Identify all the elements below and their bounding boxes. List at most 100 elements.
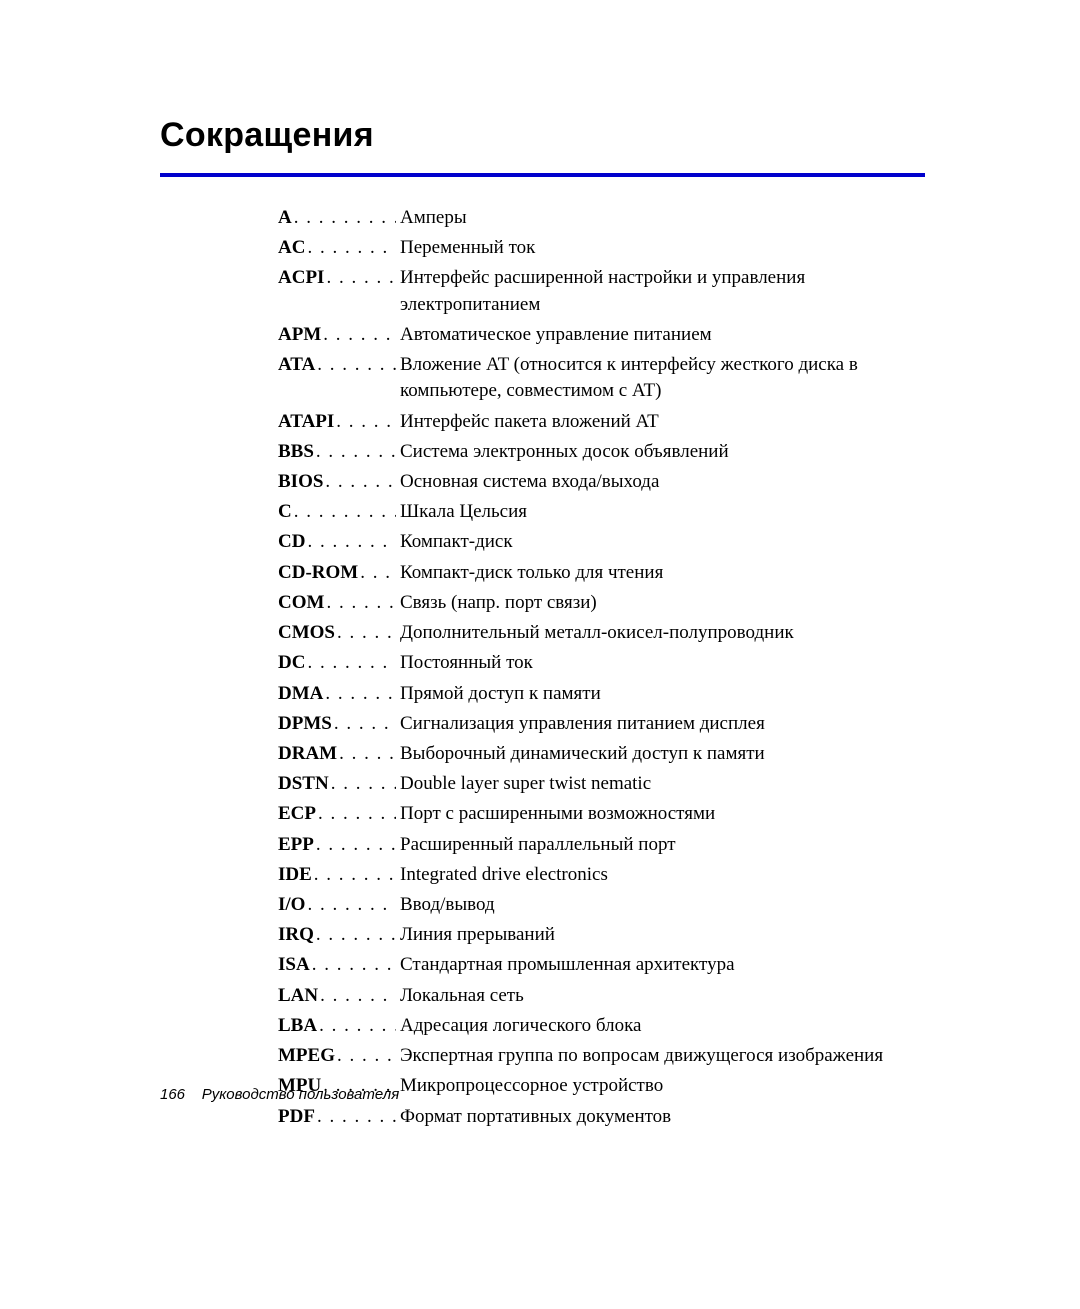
leader-dots: . . . . . . . . . . . . . . . . .	[329, 771, 396, 797]
glossary-term: I/O	[278, 892, 305, 918]
glossary-definition: Постоянный ток	[396, 650, 925, 676]
glossary-definition: Выборочный динамический доступ к памяти	[396, 741, 925, 767]
glossary-entry: MPEG . . . . . . . . . . . . . . . . .Эк…	[278, 1043, 925, 1069]
term-column: EPP . . . . . . . . . . . . . . . . .	[278, 832, 396, 858]
glossary-entry: DPMS . . . . . . . . . . . . . . . . .Си…	[278, 711, 925, 737]
glossary-entry: ECP . . . . . . . . . . . . . . . . .Пор…	[278, 801, 925, 827]
glossary-entry: ATA . . . . . . . . . . . . . . . . .Вло…	[278, 352, 925, 404]
glossary-term: COM	[278, 590, 324, 616]
glossary-term: BBS	[278, 439, 314, 465]
term-column: ATAPI . . . . . . . . . . . . . . . . .	[278, 409, 396, 435]
glossary-definition: Сигнализация управления питанием дисплея	[396, 711, 925, 737]
leader-dots: . . . . . . . . . . . . . . . . .	[332, 711, 396, 737]
glossary-definition: Линия прерываний	[396, 922, 925, 948]
leader-dots: . . . . . . . . . . . . . . . . .	[305, 650, 396, 676]
glossary-entry: DRAM . . . . . . . . . . . . . . . . .Вы…	[278, 741, 925, 767]
glossary-entry: BIOS . . . . . . . . . . . . . . . . .Ос…	[278, 469, 925, 495]
title-rule	[160, 173, 925, 177]
glossary-term: ATA	[278, 352, 315, 378]
glossary-entry: C . . . . . . . . . . . . . . . . .Шкала…	[278, 499, 925, 525]
page-footer: 166 Руководство пользователя	[160, 1086, 399, 1103]
leader-dots: . . . . . . . . . . . . . . . . .	[310, 952, 396, 978]
glossary-entry: A . . . . . . . . . . . . . . . . .Ампер…	[278, 205, 925, 231]
leader-dots: . . . . . . . . . . . . . . . . .	[318, 983, 396, 1009]
term-column: APM . . . . . . . . . . . . . . . . .	[278, 322, 396, 348]
glossary-entry: CD . . . . . . . . . . . . . . . . .Комп…	[278, 529, 925, 555]
leader-dots: . . . . . . . . . . . . . . . . .	[321, 322, 396, 348]
leader-dots: . . . . . . . . . . . . . . . . .	[305, 892, 396, 918]
glossary-term: DMA	[278, 681, 323, 707]
glossary-definition: Микропроцессорное устройство	[396, 1073, 925, 1099]
glossary-definition: Компакт-диск	[396, 529, 925, 555]
glossary-term: MPEG	[278, 1043, 335, 1069]
glossary-term: IDE	[278, 862, 312, 888]
term-column: ATA . . . . . . . . . . . . . . . . .	[278, 352, 396, 378]
leader-dots: . . . . . . . . . . . . . . . . .	[324, 590, 396, 616]
glossary-entry: IDE . . . . . . . . . . . . . . . . .Int…	[278, 862, 925, 888]
term-column: CD-ROM . . . . . . . . . . . . . . . . .	[278, 560, 396, 586]
glossary-entry: ACPI . . . . . . . . . . . . . . . . .Ин…	[278, 265, 925, 317]
page-number: 166	[160, 1086, 185, 1103]
glossary-term: PDF	[278, 1104, 315, 1130]
term-column: ISA . . . . . . . . . . . . . . . . .	[278, 952, 396, 978]
glossary-definition: Компакт-диск только для чтения	[396, 560, 925, 586]
footer-separator	[189, 1086, 197, 1103]
glossary-definition: Экспертная группа по вопросам движущегос…	[396, 1043, 925, 1069]
glossary-definition: Интерфейс пакета вложений AT	[396, 409, 925, 435]
leader-dots: . . . . . . . . . . . . . . . . .	[314, 922, 396, 948]
glossary-entry: APM . . . . . . . . . . . . . . . . .Авт…	[278, 322, 925, 348]
glossary-definition: Прямой доступ к памяти	[396, 681, 925, 707]
glossary-entry: EPP . . . . . . . . . . . . . . . . .Рас…	[278, 832, 925, 858]
glossary-definition: Локальная сеть	[396, 983, 925, 1009]
leader-dots: . . . . . . . . . . . . . . . . .	[337, 741, 396, 767]
glossary-entry: COM . . . . . . . . . . . . . . . . .Свя…	[278, 590, 925, 616]
leader-dots: . . . . . . . . . . . . . . . . .	[292, 499, 396, 525]
glossary-term: BIOS	[278, 469, 323, 495]
glossary-term: AC	[278, 235, 305, 261]
leader-dots: . . . . . . . . . . . . . . . . .	[335, 1043, 396, 1069]
glossary-term: ISA	[278, 952, 310, 978]
glossary-definition: Шкала Цельсия	[396, 499, 925, 525]
glossary-entry: IRQ . . . . . . . . . . . . . . . . .Лин…	[278, 922, 925, 948]
term-column: DRAM . . . . . . . . . . . . . . . . .	[278, 741, 396, 767]
term-column: DSTN . . . . . . . . . . . . . . . . .	[278, 771, 396, 797]
content-area: Сокращения A . . . . . . . . . . . . . .…	[0, 0, 1080, 1130]
term-column: MPEG . . . . . . . . . . . . . . . . .	[278, 1043, 396, 1069]
term-column: LBA . . . . . . . . . . . . . . . . .	[278, 1013, 396, 1039]
glossary-entry: LAN . . . . . . . . . . . . . . . . .Лок…	[278, 983, 925, 1009]
glossary-entry: CD-ROM . . . . . . . . . . . . . . . . .…	[278, 560, 925, 586]
glossary-term: IRQ	[278, 922, 314, 948]
glossary-definition: Double layer super twist nematic	[396, 771, 925, 797]
term-column: ECP . . . . . . . . . . . . . . . . .	[278, 801, 396, 827]
glossary-term: CD-ROM	[278, 560, 358, 586]
term-column: DMA . . . . . . . . . . . . . . . . .	[278, 681, 396, 707]
term-column: DC . . . . . . . . . . . . . . . . .	[278, 650, 396, 676]
glossary-term: LBA	[278, 1013, 317, 1039]
glossary-term: APM	[278, 322, 321, 348]
glossary-entry: ISA . . . . . . . . . . . . . . . . .Ста…	[278, 952, 925, 978]
glossary-definition: Расширенный параллельный порт	[396, 832, 925, 858]
glossary-term: LAN	[278, 983, 318, 1009]
term-column: IRQ . . . . . . . . . . . . . . . . .	[278, 922, 396, 948]
glossary-list: A . . . . . . . . . . . . . . . . .Ампер…	[278, 205, 925, 1130]
term-column: AC . . . . . . . . . . . . . . . . .	[278, 235, 396, 261]
glossary-definition: Амперы	[396, 205, 925, 231]
glossary-term: CD	[278, 529, 305, 555]
leader-dots: . . . . . . . . . . . . . . . . .	[323, 681, 396, 707]
glossary-definition: Порт с расширенными возможностями	[396, 801, 925, 827]
leader-dots: . . . . . . . . . . . . . . . . .	[315, 1104, 396, 1130]
term-column: IDE . . . . . . . . . . . . . . . . .	[278, 862, 396, 888]
term-column: DPMS . . . . . . . . . . . . . . . . .	[278, 711, 396, 737]
glossary-term: ECP	[278, 801, 316, 827]
term-column: I/O . . . . . . . . . . . . . . . . .	[278, 892, 396, 918]
glossary-definition: Автоматическое управление питанием	[396, 322, 925, 348]
glossary-entry: I/O . . . . . . . . . . . . . . . . .Вво…	[278, 892, 925, 918]
term-column: CMOS . . . . . . . . . . . . . . . . .	[278, 620, 396, 646]
leader-dots: . . . . . . . . . . . . . . . . .	[305, 235, 396, 261]
glossary-term: A	[278, 205, 292, 231]
glossary-definition: Ввод/вывод	[396, 892, 925, 918]
glossary-term: DSTN	[278, 771, 329, 797]
glossary-definition: Система электронных досок объявлений	[396, 439, 925, 465]
page-title: Сокращения	[160, 116, 925, 155]
glossary-definition: Integrated drive electronics	[396, 862, 925, 888]
